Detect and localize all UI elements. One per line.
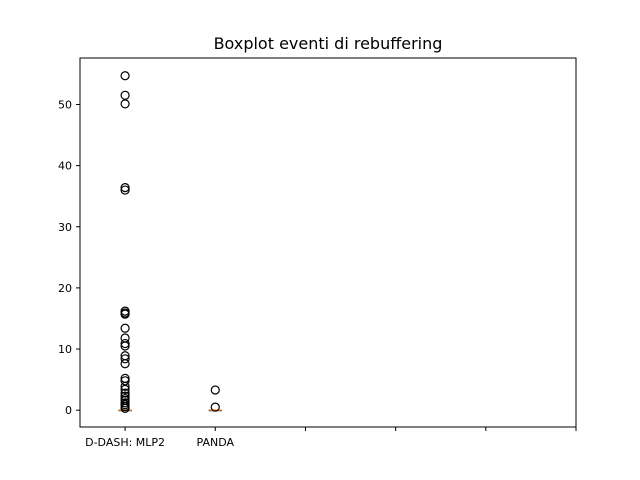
- y-tick-label: 40: [58, 160, 72, 173]
- outlier-point: [120, 403, 130, 413]
- outlier-point: [120, 185, 130, 195]
- outlier-point: [120, 71, 130, 81]
- outlier-point: [120, 338, 130, 349]
- y-tick-label: 0: [65, 404, 72, 417]
- outlier-point: [210, 385, 220, 395]
- y-tick-label: 10: [58, 343, 72, 356]
- y-tick-label: 30: [58, 221, 72, 234]
- outlier-point: [120, 388, 130, 398]
- outlier-point: [120, 309, 130, 319]
- y-tick-label: 50: [58, 98, 72, 111]
- chart-title: Boxplot eventi di rebuffering: [214, 34, 443, 53]
- outlier-point: [120, 183, 130, 193]
- outlier-point: [210, 402, 220, 412]
- plot-area: 0 10 20 30 40 50 D-DASH: MLP2 PANDA: [58, 57, 577, 449]
- y-tick-label: 20: [58, 282, 72, 295]
- x-tick-label: PANDA: [197, 436, 235, 449]
- outlier-point: [120, 359, 130, 369]
- outlier-point: [120, 323, 130, 333]
- outlier-point: [120, 384, 130, 394]
- outlier-point: [120, 354, 130, 364]
- outlier-point: [120, 381, 130, 391]
- outlier-point: [120, 341, 130, 351]
- outlier-point: [120, 99, 130, 109]
- axes-frame: [79, 57, 577, 428]
- x-tick-label: D-DASH: MLP2: [85, 436, 165, 449]
